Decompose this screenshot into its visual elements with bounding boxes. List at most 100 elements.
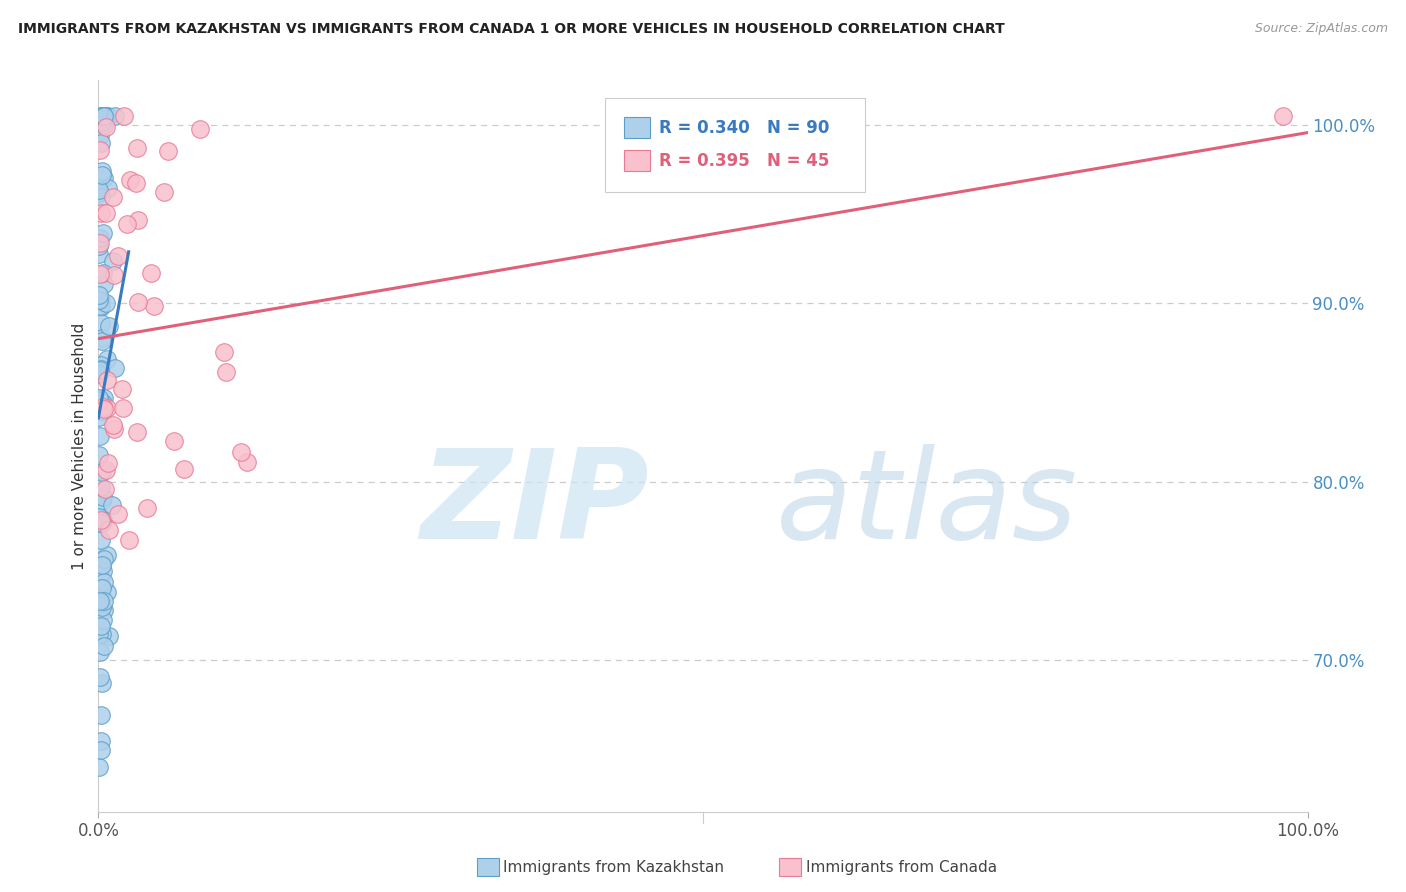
Point: [136, 500, 159, 515]
Point: [90, 362, 112, 376]
Point: [87, 391, 110, 405]
Point: [97, 523, 120, 537]
Point: [89, 367, 111, 381]
Point: [94, 109, 117, 123]
Point: [91, 626, 114, 640]
Point: [163, 434, 186, 448]
Point: [91, 490, 114, 504]
Point: [96, 206, 118, 220]
Point: [91, 558, 114, 573]
Text: Source: ZipAtlas.com: Source: ZipAtlas.com: [1254, 22, 1388, 36]
Point: [93, 640, 115, 654]
Point: [93, 575, 115, 590]
Point: [91, 676, 114, 690]
Point: [94, 463, 117, 477]
Point: [89, 429, 111, 443]
Point: [127, 294, 149, 309]
Point: [90, 734, 112, 748]
Point: [87, 183, 110, 197]
Point: [91, 564, 114, 578]
Point: [89, 594, 111, 608]
Point: [91, 331, 114, 345]
Point: [125, 176, 148, 190]
Point: [90, 743, 112, 757]
Point: [101, 190, 124, 204]
Point: [93, 109, 115, 123]
Point: [89, 293, 111, 308]
Point: [90, 317, 112, 331]
Point: [214, 344, 236, 359]
Point: [1272, 109, 1295, 123]
Point: [89, 267, 111, 281]
Point: [125, 425, 148, 440]
Point: [90, 136, 112, 150]
Point: [89, 670, 111, 684]
Point: [112, 109, 135, 123]
Text: atlas: atlas: [776, 444, 1077, 565]
Point: [89, 299, 111, 313]
Point: [157, 144, 180, 158]
Point: [90, 513, 112, 527]
Point: [96, 373, 118, 387]
Point: [229, 445, 252, 459]
Point: [89, 395, 111, 409]
Point: [87, 239, 110, 253]
Text: Immigrants from Canada: Immigrants from Canada: [806, 860, 997, 874]
Point: [87, 186, 110, 200]
Point: [90, 466, 112, 480]
Point: [215, 365, 238, 379]
Point: [89, 143, 111, 157]
Point: [87, 626, 110, 640]
Point: [90, 190, 112, 204]
Point: [93, 401, 115, 416]
Point: [94, 296, 117, 310]
Y-axis label: 1 or more Vehicles in Household: 1 or more Vehicles in Household: [72, 322, 87, 570]
Point: [96, 585, 118, 599]
Point: [96, 351, 118, 366]
Point: [89, 363, 111, 377]
Point: [107, 507, 129, 521]
Point: [93, 594, 115, 608]
Point: [87, 247, 110, 261]
Text: Immigrants from Kazakhstan: Immigrants from Kazakhstan: [503, 860, 724, 874]
Point: [90, 109, 112, 123]
Point: [89, 128, 111, 142]
Point: [90, 600, 112, 615]
Point: [90, 533, 112, 548]
Point: [152, 186, 174, 200]
Point: [107, 249, 129, 263]
Point: [97, 181, 120, 195]
Point: [89, 393, 111, 408]
Point: [93, 603, 115, 617]
Point: [100, 498, 122, 512]
Point: [89, 109, 111, 123]
Point: [90, 596, 112, 610]
Point: [87, 486, 110, 500]
Point: [90, 619, 112, 633]
Point: [87, 293, 110, 307]
Point: [235, 455, 257, 469]
Point: [94, 120, 117, 134]
Point: [96, 548, 118, 562]
Point: [117, 217, 139, 231]
Point: [103, 422, 125, 436]
Point: [91, 334, 114, 348]
Point: [90, 708, 112, 723]
Text: ZIP: ZIP: [420, 444, 648, 565]
Point: [91, 227, 114, 241]
Point: [104, 361, 127, 376]
Point: [98, 319, 121, 334]
Point: [89, 231, 111, 245]
Point: [91, 493, 114, 508]
Point: [90, 358, 112, 372]
Point: [90, 480, 112, 494]
Point: [103, 268, 125, 282]
Text: IMMIGRANTS FROM KAZAKHSTAN VS IMMIGRANTS FROM CANADA 1 OR MORE VEHICLES IN HOUSE: IMMIGRANTS FROM KAZAKHSTAN VS IMMIGRANTS…: [18, 22, 1005, 37]
Point: [93, 512, 115, 526]
Point: [91, 115, 114, 129]
Point: [93, 391, 115, 405]
Point: [127, 213, 149, 227]
Point: [93, 118, 115, 132]
Point: [139, 266, 162, 280]
Point: [87, 288, 110, 302]
